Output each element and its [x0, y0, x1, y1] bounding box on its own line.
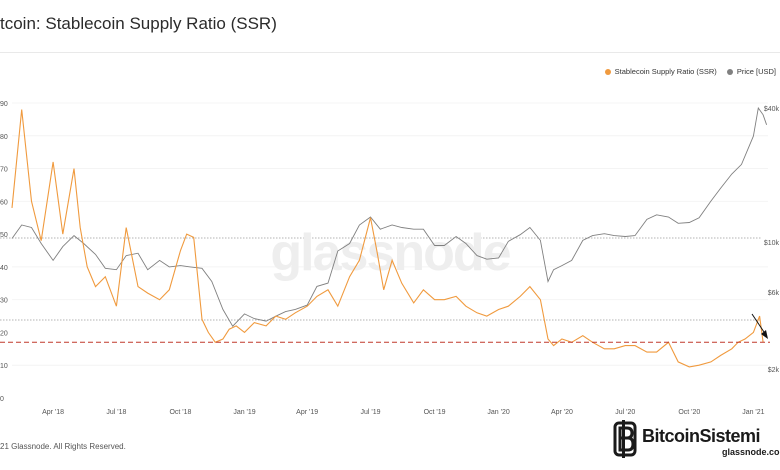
annotation-arrow-line	[751, 313, 767, 336]
y-tick-label-70: 70	[0, 167, 8, 174]
x-tick-label: Apr '20	[551, 409, 573, 416]
y-tick-label-20: 20	[0, 330, 8, 337]
price-tick-label: $2k	[768, 367, 780, 374]
y-tick-label-10: 10	[0, 363, 8, 370]
x-tick-label: Jul '18	[106, 409, 126, 416]
x-tick-label: Apr '19	[296, 409, 318, 416]
x-tick-label: Jul '19	[361, 409, 381, 416]
legend-label-price: Price [USD]	[736, 67, 776, 76]
annotation-arrow-head	[761, 330, 768, 339]
y-tick-label-40: 40	[0, 265, 8, 272]
title-divider	[0, 52, 780, 53]
y-tick-label-90: 90	[0, 101, 8, 108]
x-tick-label: Jul '20	[615, 409, 635, 416]
x-tick-label: Apr '18	[42, 409, 64, 416]
x-tick-label: Jan '20	[487, 409, 509, 416]
x-tick-label: Oct '18	[169, 409, 191, 416]
legend-swatch-ssr	[604, 68, 611, 75]
x-tick-label: Jan '19	[233, 409, 255, 416]
brand-name: BitcoinSistemi	[642, 426, 761, 446]
x-tick-label: Oct '20	[678, 409, 700, 416]
page-title: tcoin: Stablecoin Supply Ratio (SSR)	[0, 14, 277, 33]
glassnode-watermark: glassnode	[270, 224, 510, 282]
series-line-price	[11, 106, 768, 327]
legend-label-ssr: Stablecoin Supply Ratio (SSR)	[614, 67, 717, 76]
y-tick-label-50: 50	[0, 232, 8, 239]
bitcoinsistemi-logo: BitcoinSistemi glassnode.com	[612, 420, 780, 464]
chart-legend: Stablecoin Supply Ratio (SSR) Price [USD…	[604, 67, 776, 76]
y-tick-label-80: 80	[0, 134, 8, 141]
y-tick-label-60: 60	[0, 199, 8, 206]
price-tick-label: $40k	[764, 106, 780, 113]
x-tick-label: Oct '19	[424, 409, 446, 416]
legend-item-ssr[interactable]: Stablecoin Supply Ratio (SSR)	[604, 67, 717, 76]
price-tick-label: $10k	[764, 240, 780, 247]
x-tick-label: Jan '21	[742, 409, 764, 416]
price-tick-label: $6k	[768, 290, 780, 297]
y-tick-label-30: 30	[0, 298, 8, 305]
brand-sub-domain: .com	[766, 447, 780, 457]
copyright-text: 21 Glassnode. All Rights Reserved.	[0, 442, 126, 451]
brand-sub: glassnode.com	[722, 447, 780, 457]
legend-item-price[interactable]: Price [USD]	[726, 67, 776, 76]
brand-sub-name: glassnode	[722, 447, 767, 457]
bitcoin-logo-icon	[613, 420, 637, 458]
legend-swatch-price	[726, 68, 733, 75]
series-line-ssr	[11, 109, 764, 368]
y-tick-label-0: 0	[0, 396, 4, 403]
